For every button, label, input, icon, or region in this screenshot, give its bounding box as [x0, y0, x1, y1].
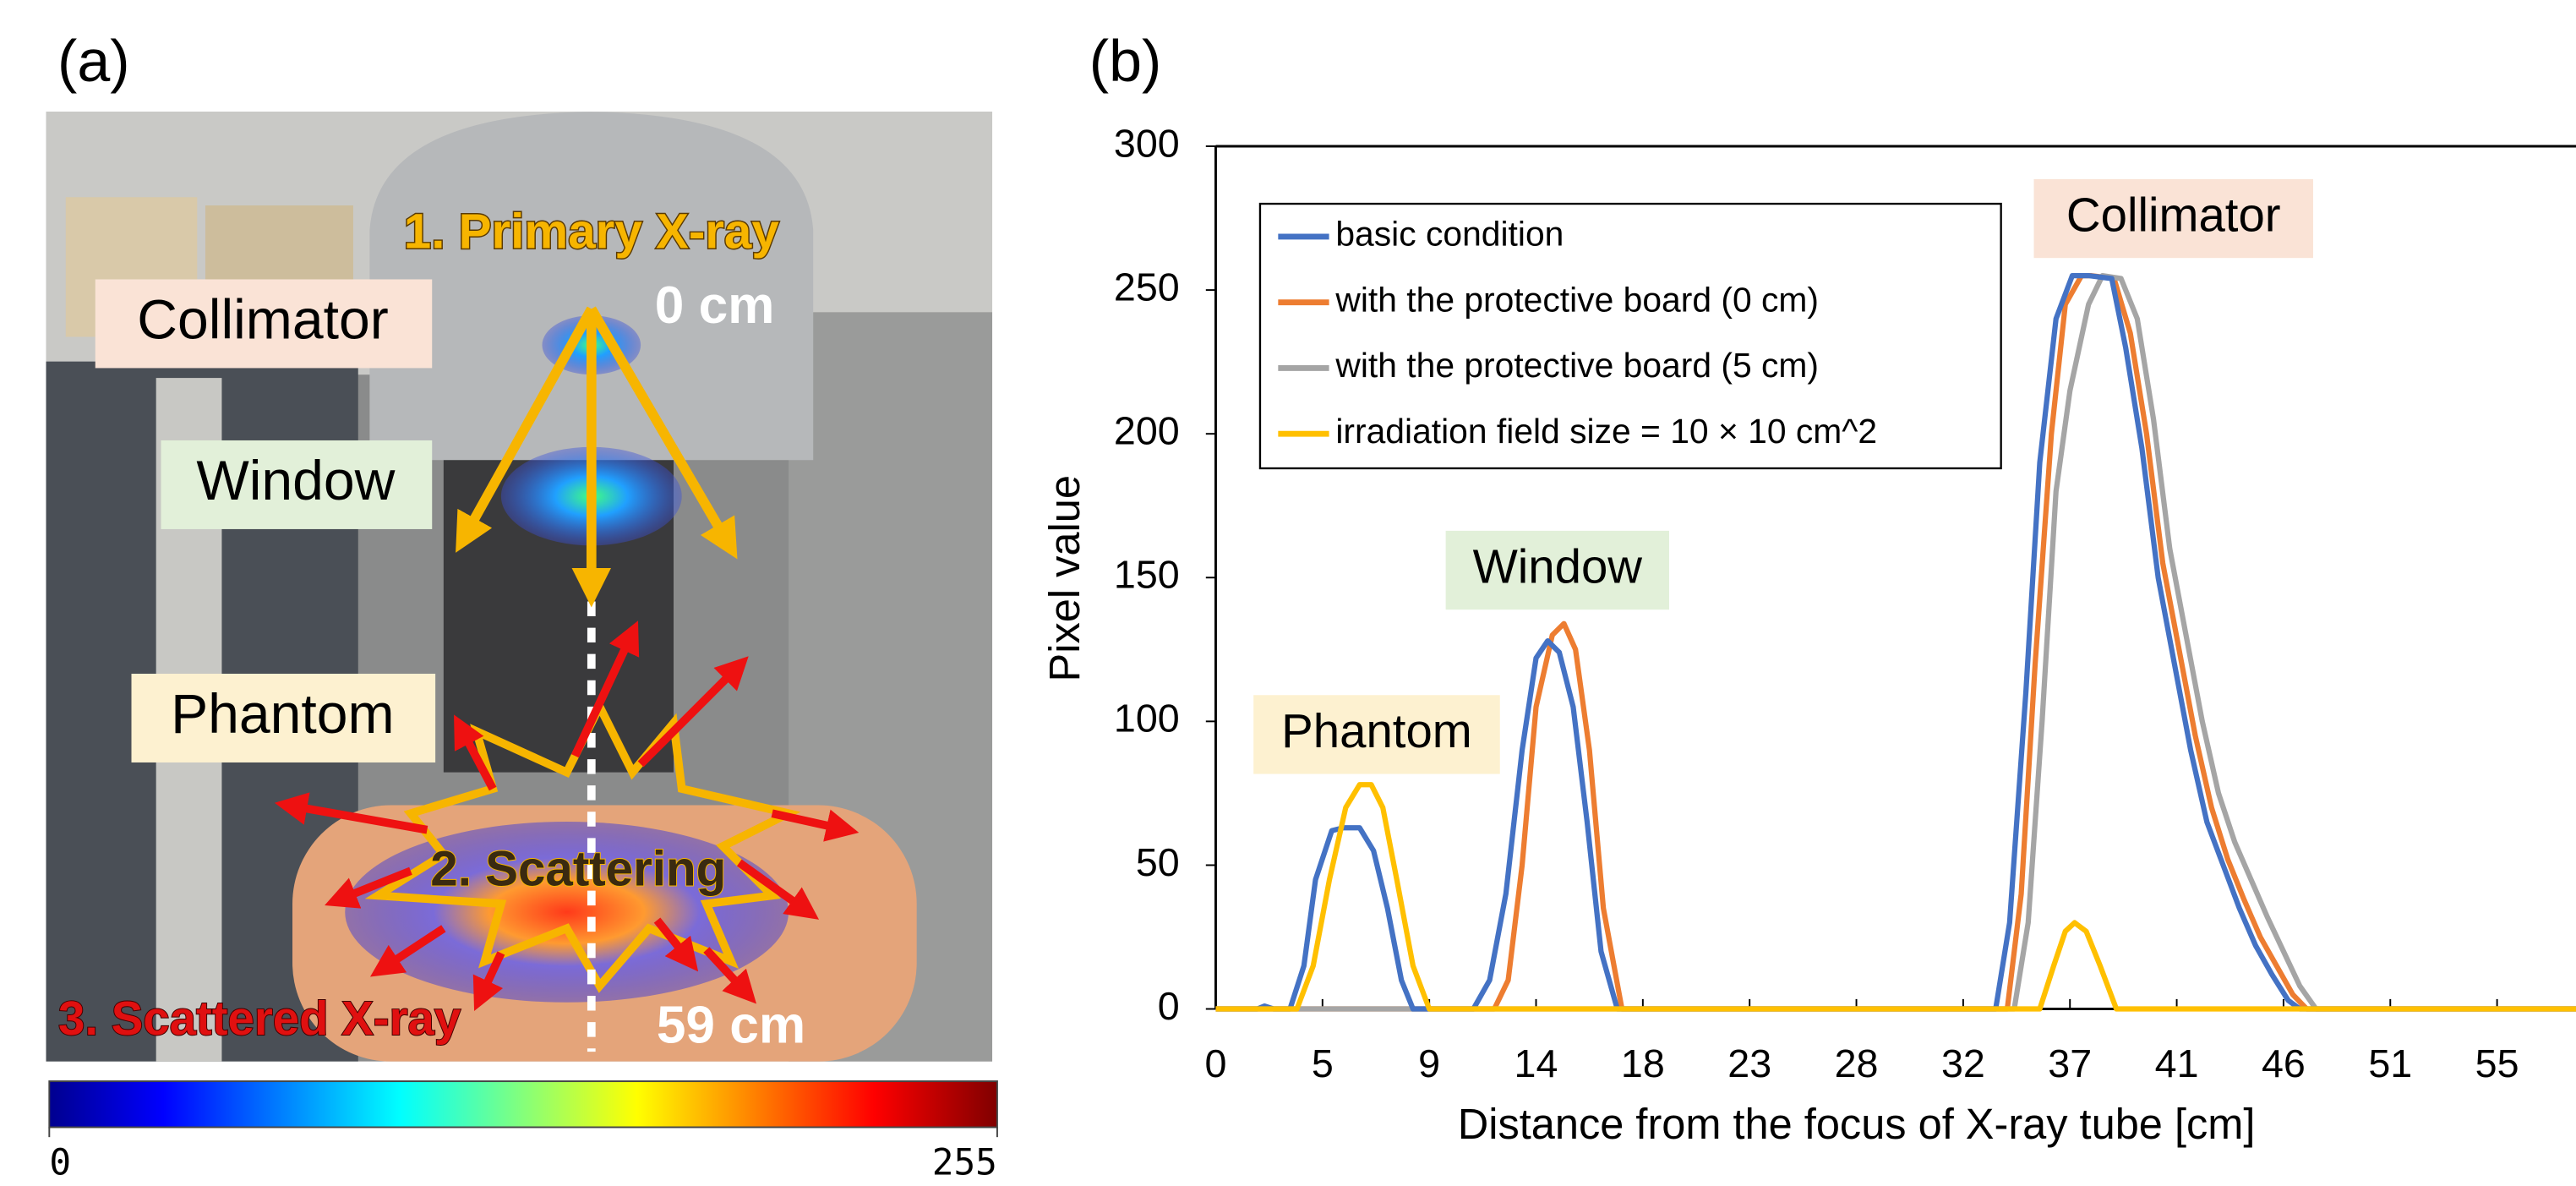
photo-annotation: 3. Scattered X-ray [58, 992, 461, 1045]
y-tick-label: 250 [1114, 265, 1180, 309]
legend-box [1258, 202, 2002, 470]
photo-annotation: 2. Scattering [430, 842, 726, 897]
y-tick-label: 0 [1158, 984, 1180, 1028]
photo-annotation: Window [196, 450, 395, 512]
x-tick-label: 41 [2155, 1041, 2199, 1085]
colorbar-tick-label: 255 [932, 1142, 997, 1184]
legend-label: with the protective board (5 cm) [1334, 346, 1819, 385]
legend-label: with the protective board (0 cm) [1334, 280, 1819, 319]
y-tick-label: 200 [1114, 409, 1180, 453]
annotation: Collimator [2066, 188, 2281, 241]
series-line [1215, 272, 2576, 1012]
annotation: Phantom [1281, 704, 1472, 757]
x-tick-label: 37 [2048, 1041, 2092, 1085]
series-line [1215, 272, 2576, 1012]
colorbar [48, 1080, 998, 1129]
y-axis-label: Pixel value [1040, 475, 1089, 681]
x-tick-label: 5 [1312, 1041, 1334, 1085]
annotation: Window [1473, 539, 1643, 593]
legend-label: irradiation field size = 10 × 10 cm^2 [1335, 412, 1877, 451]
x-tick-label: 55 [2475, 1041, 2519, 1085]
photo-annotation: Collimator [137, 288, 388, 351]
series-line [1215, 272, 2576, 1012]
x-tick-label: 9 [1418, 1041, 1440, 1085]
x-axis-label: Distance from the focus of X-ray tube [c… [1458, 1100, 2256, 1148]
y-tick-label: 50 [1136, 840, 1180, 884]
photo [46, 112, 993, 1062]
annotation-box [1445, 530, 1669, 610]
y-tick-label: 300 [1114, 121, 1180, 165]
x-tick-label: 28 [1835, 1041, 1879, 1085]
y-tick-label: 100 [1114, 697, 1180, 741]
series-line [1215, 782, 2576, 1012]
x-tick-label: 0 [1204, 1041, 1226, 1085]
colorbar-tick-label: 0 [49, 1142, 71, 1184]
x-tick-label: 46 [2262, 1041, 2306, 1085]
x-tick-label: 23 [1727, 1041, 1771, 1085]
panel-label: (a) [57, 28, 130, 94]
y-tick-label: 150 [1114, 553, 1180, 597]
annotation-box [2033, 178, 2313, 259]
x-tick-label: 18 [1621, 1041, 1665, 1085]
photo-annotation: Phantom [171, 683, 394, 746]
legend-label: basic condition [1335, 215, 1564, 254]
x-tick-label: 32 [1941, 1041, 1985, 1085]
panel-label: (b) [1089, 28, 1162, 94]
photo-annotation: 1. Primary X-ray [404, 204, 780, 259]
photo-annotation: 0 cm [655, 276, 775, 335]
x-tick-label: 14 [1514, 1041, 1558, 1085]
photo-annotation: 59 cm [657, 996, 805, 1054]
annotation-box [1253, 695, 1500, 774]
x-tick-label: 51 [2368, 1041, 2412, 1085]
